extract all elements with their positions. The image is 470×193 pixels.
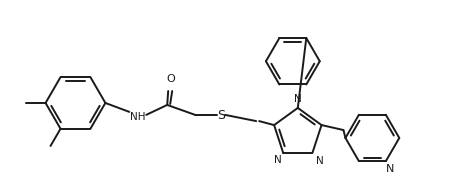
Text: NH: NH (130, 112, 145, 122)
Text: O: O (167, 74, 176, 84)
Text: N: N (294, 94, 302, 104)
Text: N: N (386, 164, 394, 174)
Text: S: S (217, 109, 225, 122)
Text: N: N (274, 155, 282, 165)
Text: N: N (316, 156, 324, 166)
